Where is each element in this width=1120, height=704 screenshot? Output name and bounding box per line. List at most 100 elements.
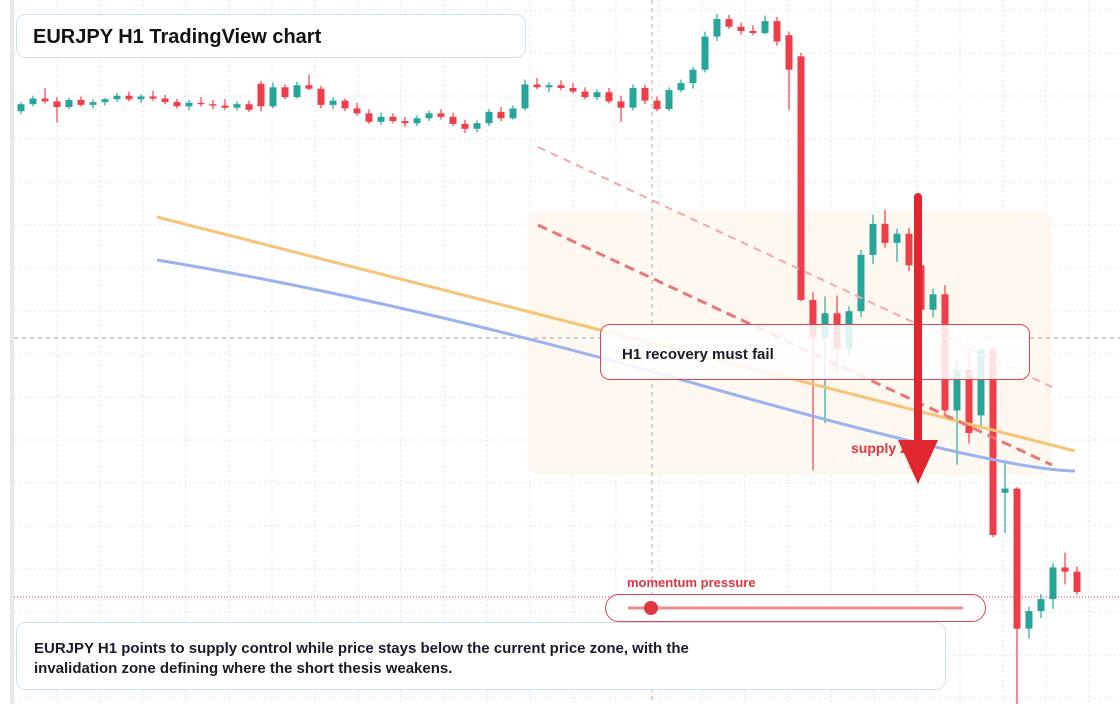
candle-body xyxy=(77,99,85,105)
candle-body xyxy=(509,108,517,119)
caption: EURJPY H1 points to supply control while… xyxy=(34,640,689,677)
candle-body xyxy=(101,99,109,103)
candle-body xyxy=(113,95,121,100)
candle-body xyxy=(737,26,745,31)
candle-body xyxy=(953,369,961,411)
candle-body xyxy=(281,87,289,98)
candle-body xyxy=(797,56,805,300)
candle-body xyxy=(881,223,889,243)
candle-body xyxy=(389,116,397,122)
left-edge xyxy=(10,0,14,704)
candle-body xyxy=(977,349,985,416)
candle-body xyxy=(161,98,169,103)
candle-body xyxy=(89,102,97,105)
candle-body xyxy=(1037,599,1045,612)
candle-body xyxy=(1025,611,1033,629)
candle-body xyxy=(293,85,301,98)
candle-body xyxy=(773,21,781,42)
candle-body xyxy=(593,92,601,98)
candle-body xyxy=(53,101,61,108)
candle-body xyxy=(269,87,277,107)
gauge-track xyxy=(628,601,963,615)
title-box: EURJPY H1 TradingView chart xyxy=(16,14,526,58)
candle-body xyxy=(17,104,25,112)
candle-body xyxy=(485,111,493,124)
candle-body xyxy=(125,95,133,100)
candle-body xyxy=(197,102,205,105)
candle-body xyxy=(533,84,541,88)
candle-body xyxy=(245,104,253,110)
candle-body xyxy=(173,102,181,107)
candle-body xyxy=(449,116,457,124)
candle-body xyxy=(1013,488,1021,629)
candle-body xyxy=(461,123,469,129)
candle-body xyxy=(917,265,925,310)
candle-body xyxy=(233,104,241,108)
candle-body xyxy=(725,19,733,27)
candle-body xyxy=(905,233,913,266)
candle-body xyxy=(689,69,697,84)
candle-body xyxy=(713,19,721,37)
candle-body xyxy=(761,21,769,34)
candle-body xyxy=(569,88,577,92)
candle-body xyxy=(257,83,265,107)
candle-body xyxy=(317,88,325,105)
candle-body xyxy=(545,85,553,88)
annotation: momentum pressure xyxy=(627,575,756,590)
chart-title: EURJPY H1 TradingView chart xyxy=(33,26,322,48)
candle-body xyxy=(137,96,145,100)
candle-body xyxy=(989,349,997,536)
candle-body xyxy=(641,88,649,101)
candle-body xyxy=(1049,567,1057,600)
candle-body xyxy=(365,113,373,122)
candle-body xyxy=(677,83,685,91)
candle-body xyxy=(701,36,709,70)
candle-body xyxy=(605,92,613,102)
candle-body xyxy=(1001,488,1009,493)
candle-body xyxy=(41,98,49,102)
candle-body xyxy=(425,113,433,119)
candle-body xyxy=(857,254,865,312)
candle-body xyxy=(617,101,625,108)
candle-body xyxy=(209,104,217,106)
candle-body xyxy=(581,91,589,98)
candle-body xyxy=(521,84,529,109)
knob xyxy=(644,601,658,615)
candle-body xyxy=(629,88,637,108)
candle-body xyxy=(341,100,349,109)
candle-body xyxy=(437,113,445,117)
candle-body xyxy=(893,233,901,243)
candle-body xyxy=(377,116,385,122)
candle-body xyxy=(497,111,505,119)
candle-body xyxy=(1073,571,1081,593)
annotation: supply zone xyxy=(851,440,932,456)
caption-box: EURJPY H1 points to supply control while… xyxy=(16,622,946,690)
candle-body xyxy=(149,96,157,99)
candle-body xyxy=(29,98,37,105)
candle-body xyxy=(869,223,877,255)
candle-body xyxy=(809,299,817,338)
candle-body xyxy=(329,100,337,105)
gauge xyxy=(605,594,986,622)
candle-body xyxy=(653,100,661,110)
candle-body xyxy=(413,118,421,124)
annotation: H1 recovery must fail xyxy=(622,346,774,363)
candle-body xyxy=(749,30,757,34)
candle-body xyxy=(1061,567,1069,572)
candle-body xyxy=(401,121,409,124)
candle-body xyxy=(305,85,313,89)
candle-body xyxy=(665,90,673,110)
candle-body xyxy=(965,369,973,433)
candle-body xyxy=(221,105,229,108)
candle-body xyxy=(353,108,361,114)
trendline xyxy=(537,146,1053,388)
candle-body xyxy=(65,99,73,108)
trendline xyxy=(537,223,1053,467)
candle-body xyxy=(785,35,793,70)
candle-body xyxy=(929,294,937,310)
annotation-box: H1 recovery must fail xyxy=(600,324,1030,380)
candle-body xyxy=(473,123,481,129)
candle-body xyxy=(557,85,565,88)
candle-body xyxy=(185,102,193,107)
